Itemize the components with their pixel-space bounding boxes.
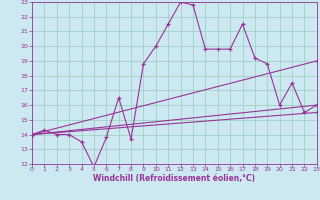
X-axis label: Windchill (Refroidissement éolien,°C): Windchill (Refroidissement éolien,°C) xyxy=(93,174,255,183)
